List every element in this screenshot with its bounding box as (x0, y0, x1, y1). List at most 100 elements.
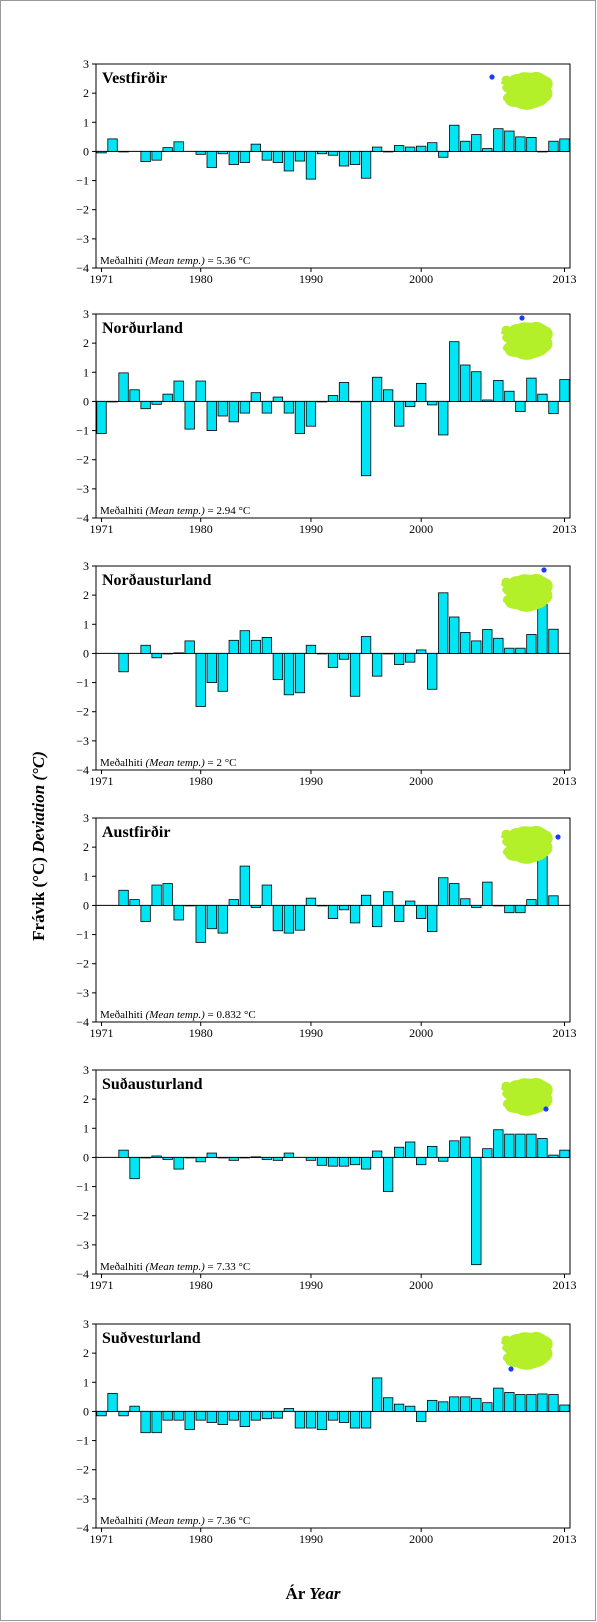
bar-1994 (349, 1411, 361, 1429)
panel-frame (95, 565, 571, 771)
bar-2000 (416, 145, 427, 152)
bar-1980 (195, 151, 206, 155)
y-axis-label: Frávik (°C) Deviation (°C) (29, 751, 48, 941)
bar-2010 (526, 1394, 537, 1412)
bar-2011 (537, 393, 548, 402)
iceland-map-icon (500, 1331, 553, 1372)
bar-2002 (438, 592, 449, 654)
iceland-map-icon (500, 1077, 553, 1116)
bar-2012 (548, 1394, 559, 1412)
y-tick-label: 3 (83, 1063, 89, 1077)
bar-1980 (195, 380, 206, 402)
bar-1997 (382, 653, 394, 655)
bar-1992 (327, 395, 339, 402)
bar-1977 (162, 1157, 173, 1160)
bar-1999 (405, 401, 416, 408)
bar-2010 (526, 1133, 537, 1158)
bar-1987 (272, 653, 284, 681)
iceland-shape (500, 321, 553, 360)
bar-1975 (140, 1157, 151, 1159)
bar-1997 (382, 389, 394, 402)
mean-temp-label: Meðalhiti (Mean temp.) = 7.36 °C (100, 1515, 250, 1527)
bar-1978 (173, 905, 184, 921)
iceland-shape (500, 1077, 553, 1116)
bar-1995 (360, 401, 372, 477)
bar-1992 (327, 653, 339, 668)
y-tick-label: −3 (76, 482, 89, 496)
bar-2003 (449, 124, 460, 152)
bar-2005 (471, 905, 482, 908)
y-tick-label: 2 (83, 1346, 89, 1360)
bar-1995 (360, 151, 372, 179)
bar-2012 (548, 140, 559, 152)
bar-1988 (283, 401, 295, 414)
bar-1983 (228, 639, 239, 654)
location-dot (508, 1366, 514, 1372)
bar-1999 (405, 1405, 416, 1412)
bar-1995 (360, 894, 372, 906)
bar-2003 (449, 341, 460, 402)
bar-1985 (250, 392, 261, 402)
y-tick-label: −4 (76, 1521, 89, 1535)
bar-1983 (228, 401, 239, 423)
bar-2006 (482, 629, 493, 654)
bar-1989 (294, 401, 306, 434)
bar-2007 (493, 637, 504, 654)
y-tick-label: 3 (83, 1317, 89, 1331)
y-tick-label: −2 (76, 957, 89, 971)
bar-1988 (283, 1152, 295, 1158)
bar-2002 (438, 1401, 449, 1412)
bar-1998 (393, 905, 405, 922)
bar-1996 (371, 653, 383, 677)
panel-frame (95, 1323, 571, 1529)
bar-2003 (449, 1140, 460, 1158)
x-axis-label: Ár Year (286, 1584, 341, 1603)
y-tick-label: −1 (76, 1434, 89, 1448)
bar-1983 (228, 1157, 239, 1161)
bar-1996 (371, 376, 383, 402)
y-tick-label: 3 (83, 57, 89, 71)
bar-1981 (206, 1411, 217, 1423)
bar-2012 (548, 401, 559, 415)
bar-1995 (360, 636, 372, 654)
iceland-map-icon (500, 567, 553, 612)
bar-1987 (272, 396, 284, 402)
y-tick-label: 0 (83, 144, 89, 158)
bar-2010 (526, 634, 537, 654)
bar-1993 (338, 151, 350, 167)
bar-1986 (261, 151, 273, 161)
bar-2001 (427, 653, 438, 690)
bar-2006 (482, 148, 493, 152)
bar-1979 (184, 905, 195, 907)
bar-1995 (360, 1411, 372, 1429)
bar-2002 (438, 401, 449, 436)
bar-1982 (217, 905, 228, 934)
y-tick-label: −4 (76, 1015, 89, 1029)
y-tick-label: −1 (76, 174, 89, 188)
bar-1984 (239, 865, 250, 906)
bar-2011 (537, 604, 548, 654)
y-tick-label: 2 (83, 336, 89, 350)
y-tick-label: −3 (76, 734, 89, 748)
bar-1982 (217, 653, 228, 692)
x-tick-label: 2013 (552, 1026, 576, 1040)
bar-1988 (283, 151, 295, 172)
bar-1998 (393, 401, 405, 427)
bar-1977 (162, 147, 173, 152)
bar-2007 (493, 380, 504, 402)
y-tick-label: 0 (83, 646, 89, 660)
bar-1985 (250, 905, 261, 908)
bar-1991 (316, 653, 328, 655)
bar-2001 (427, 905, 438, 933)
x-tick-label: 1971 (90, 1278, 114, 1292)
location-dot (489, 74, 495, 80)
bar-2013 (559, 1149, 570, 1158)
bar-1986 (261, 1157, 273, 1160)
bar-1988 (283, 1408, 295, 1412)
mean-temp-label: Meðalhiti (Mean temp.) = 5.36 °C (100, 255, 250, 267)
bar-2005 (471, 640, 482, 654)
bar-1996 (371, 905, 383, 928)
